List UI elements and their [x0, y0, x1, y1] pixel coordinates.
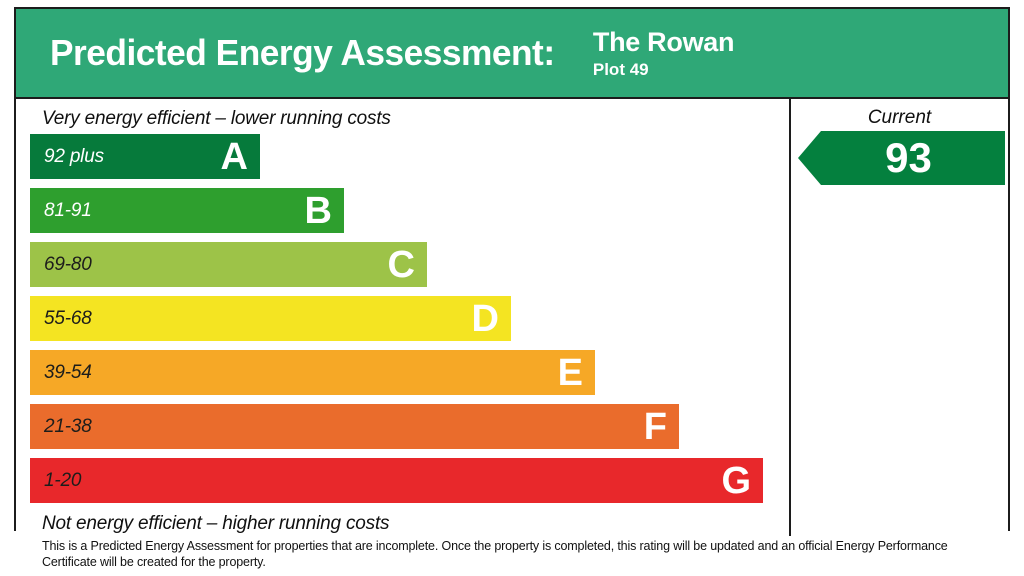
- current-rating-column: Current 93: [789, 99, 1008, 536]
- band-letter: A: [220, 135, 248, 178]
- epc-band-row: 1-20 G: [30, 458, 763, 503]
- band-letter: B: [304, 189, 332, 232]
- epc-band-row: 92 plus A: [30, 134, 260, 179]
- epc-bands: 92 plus A 81-91 B 69-80 C 55-68 D 39-54 …: [30, 134, 789, 503]
- property-name: The Rowan: [592, 27, 735, 58]
- band-range-label: 69-80: [44, 253, 92, 275]
- bottom-caption: Not energy efficient – higher running co…: [42, 513, 390, 534]
- epc-band-row: 39-54 E: [30, 350, 595, 395]
- epc-band-row: 69-80 C: [30, 242, 427, 287]
- epc-band-row: 21-38 F: [30, 404, 679, 449]
- band-range-label: 21-38: [44, 415, 92, 437]
- band-letter: D: [471, 297, 499, 340]
- band-range-label: 39-54: [44, 361, 92, 383]
- top-caption: Very energy efficient – lower running co…: [42, 108, 391, 129]
- band-letter: C: [387, 243, 415, 286]
- current-column-header: Current: [867, 107, 932, 128]
- header-banner: Predicted Energy Assessment: The Rowan P…: [16, 9, 1008, 97]
- epc-chart-frame: Predicted Energy Assessment: The Rowan P…: [14, 7, 1010, 536]
- property-block: The Rowan Plot 49: [592, 26, 735, 79]
- band-letter: G: [721, 459, 751, 502]
- band-range-label: 55-68: [44, 307, 92, 329]
- band-letter: E: [557, 351, 583, 394]
- epc-band-row: 81-91 B: [30, 188, 344, 233]
- plot-number: Plot 49: [592, 59, 649, 79]
- band-letter: F: [643, 405, 667, 448]
- rating-bands-column: Very energy efficient – lower running co…: [16, 99, 789, 536]
- epc-band-row: 55-68 D: [30, 296, 511, 341]
- current-rating-arrow: 93: [798, 131, 1005, 185]
- footnote-text: This is a Predicted Energy Assessment fo…: [42, 539, 948, 569]
- band-range-label: 92 plus: [44, 145, 104, 167]
- band-range-label: 81-91: [44, 199, 92, 221]
- band-range-label: 1-20: [44, 469, 82, 491]
- page-title: Predicted Energy Assessment:: [50, 32, 555, 73]
- current-rating-value: 93: [885, 134, 932, 181]
- chart-body: Very energy efficient – lower running co…: [16, 97, 1008, 536]
